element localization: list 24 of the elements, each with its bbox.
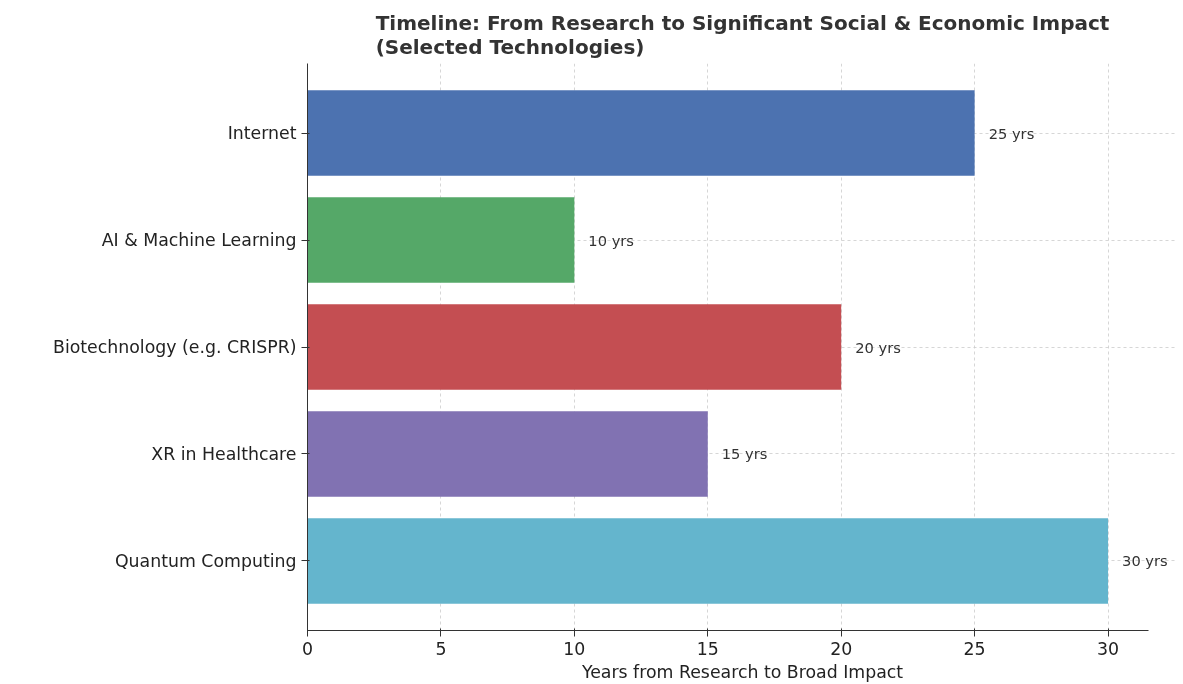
y-tick-label: Biotechnology (e.g. CRISPR)	[53, 337, 297, 357]
y-tick-label: XR in Healthcare	[151, 443, 297, 464]
data-label: 15 yrs	[721, 445, 768, 463]
x-tick-label: 20	[830, 638, 853, 659]
x-axis-title: Years from Research to Broad Impact	[580, 661, 904, 682]
bar	[307, 197, 575, 283]
bar	[307, 518, 1109, 604]
x-tick-label: 25	[963, 638, 986, 659]
x-tick-label: 15	[696, 638, 719, 659]
bar	[307, 411, 708, 497]
bar	[307, 90, 975, 176]
x-tick-label: 30	[1097, 638, 1120, 659]
x-tick-label: 5	[435, 638, 447, 659]
chart-title: Timeline: From Research to Significant Social & Economic Impact (Selected Technologies)	[375, 10, 1110, 59]
y-tick-label: Quantum Computing	[114, 550, 297, 571]
y-tick-label: AI & Machine Learning	[101, 230, 297, 251]
x-tick-label: 0	[301, 638, 314, 659]
data-label: 25 yrs	[988, 124, 1035, 142]
data-label: 30 yrs	[1122, 552, 1168, 570]
x-tick-label: 10	[563, 638, 586, 659]
data-label: 20 yrs	[855, 338, 901, 356]
bar	[307, 304, 842, 390]
y-tick-label: Internet	[227, 123, 297, 144]
data-label: 10 yrs	[588, 231, 635, 249]
